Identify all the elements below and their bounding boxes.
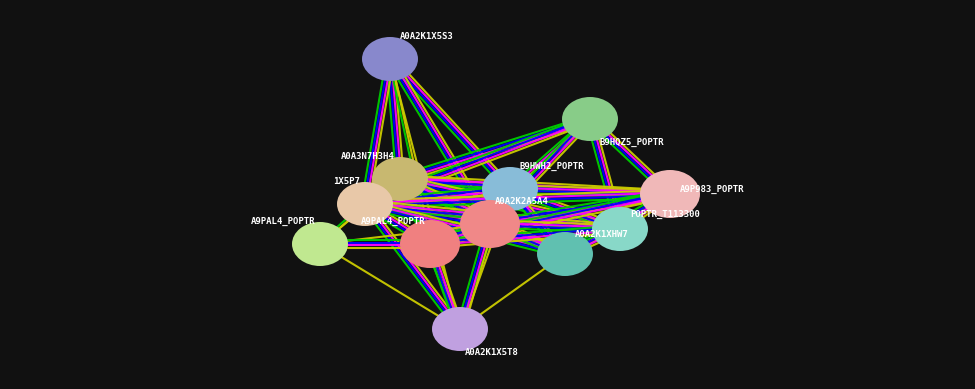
Ellipse shape xyxy=(292,222,348,266)
Text: A0A2K1X5S3: A0A2K1X5S3 xyxy=(400,32,453,41)
Text: B9HQZ5_POPTR: B9HQZ5_POPTR xyxy=(600,138,665,147)
Ellipse shape xyxy=(432,307,488,351)
Text: POPTR_T113300: POPTR_T113300 xyxy=(630,210,700,219)
Ellipse shape xyxy=(460,200,520,248)
Ellipse shape xyxy=(537,232,593,276)
Text: A0A2K1X5T8: A0A2K1X5T8 xyxy=(465,348,519,357)
Text: A0A2K1XHW7: A0A2K1XHW7 xyxy=(575,230,629,239)
Text: A0A2K2A5A4: A0A2K2A5A4 xyxy=(495,197,549,206)
Ellipse shape xyxy=(562,97,618,141)
Ellipse shape xyxy=(400,220,460,268)
Ellipse shape xyxy=(362,37,418,81)
Text: A9PAL4_POPTR: A9PAL4_POPTR xyxy=(251,217,315,226)
Text: B9HWH2_POPTR: B9HWH2_POPTR xyxy=(520,162,584,171)
Ellipse shape xyxy=(337,182,393,226)
Ellipse shape xyxy=(482,167,538,211)
Text: A9PAL4_POPTR: A9PAL4_POPTR xyxy=(361,217,425,226)
Text: A0A3N7H3H4: A0A3N7H3H4 xyxy=(341,152,395,161)
Text: 1X5P7: 1X5P7 xyxy=(333,177,360,186)
Text: A9P983_POPTR: A9P983_POPTR xyxy=(680,185,745,194)
Ellipse shape xyxy=(640,170,700,218)
Ellipse shape xyxy=(372,157,428,201)
Ellipse shape xyxy=(592,207,648,251)
